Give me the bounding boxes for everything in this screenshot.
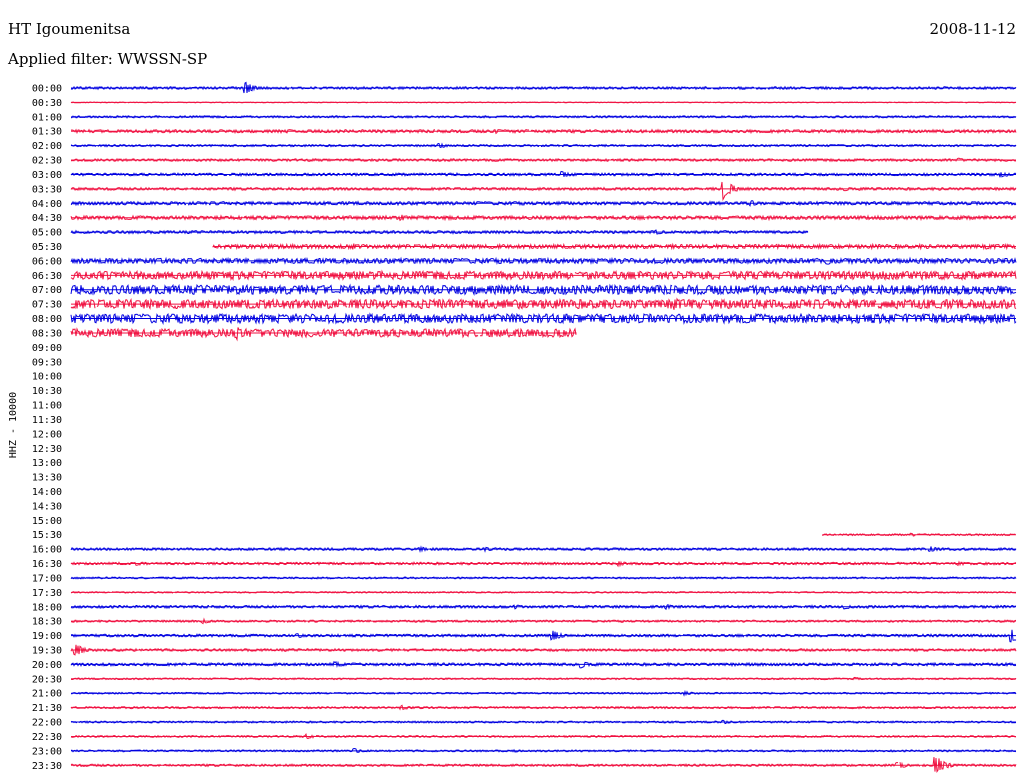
- time-tick-label: 22:00: [32, 718, 62, 729]
- time-tick-label: 07:00: [32, 285, 62, 296]
- time-tick-label: 14:00: [32, 487, 62, 498]
- trace-line: [71, 747, 1017, 753]
- time-tick-label: 20:30: [32, 674, 62, 685]
- time-tick-label: 15:30: [32, 530, 62, 541]
- time-tick-label: 15:00: [32, 516, 62, 527]
- time-tick-label: 09:30: [32, 357, 62, 368]
- time-tick-label: 11:00: [32, 401, 62, 412]
- recording-date: 2008-11-12: [929, 20, 1016, 38]
- time-tick-label: 00:00: [32, 84, 62, 95]
- y-axis-label-group: HHZ - 10000: [8, 392, 19, 458]
- time-tick-label: 08:30: [32, 328, 62, 339]
- filter-label: Applied filter: WWSSN-SP: [8, 50, 208, 68]
- time-tick-label: 13:30: [32, 473, 62, 484]
- time-tick-label: 17:30: [32, 588, 62, 599]
- time-tick-label: 06:00: [32, 256, 62, 267]
- time-tick-label: 22:30: [32, 732, 62, 743]
- trace-line: [70, 229, 809, 235]
- time-tick-label: 02:30: [32, 156, 62, 167]
- time-tick-label: 03:00: [32, 170, 62, 181]
- time-tick-label: 01:00: [32, 112, 62, 123]
- trace-line: [212, 242, 1017, 251]
- trace-line: [71, 629, 1017, 643]
- time-tick-label: 04:30: [32, 213, 62, 224]
- time-tick-label: 04:00: [32, 199, 62, 210]
- time-tick-label: 21:00: [32, 689, 62, 700]
- time-tick-label: 16:00: [32, 545, 62, 556]
- time-tick-label: 23:00: [32, 746, 62, 757]
- time-tick-label: 18:30: [32, 617, 62, 628]
- trace-line: [70, 603, 1017, 611]
- time-tick-label: 00:30: [32, 98, 62, 109]
- trace-line: [70, 214, 1017, 222]
- time-tick-label: 03:30: [32, 184, 62, 195]
- trace-line: [70, 297, 1017, 311]
- time-tick-label: 17:00: [32, 573, 62, 584]
- trace-line: [70, 732, 1017, 740]
- time-tick-label: 18:00: [32, 602, 62, 613]
- trace-line: [70, 200, 1017, 207]
- time-tick-label: 20:00: [32, 660, 62, 671]
- time-tick-label: 12:30: [32, 444, 62, 455]
- time-tick-label: 12:00: [32, 429, 62, 440]
- y-axis-label: HHZ - 10000: [8, 392, 19, 458]
- time-tick-label: 10:00: [32, 372, 62, 383]
- trace-line: [70, 312, 1017, 326]
- time-tick-label: 01:30: [32, 127, 62, 138]
- time-tick-label: 14:30: [32, 501, 62, 512]
- time-tick-label: 11:30: [32, 415, 62, 426]
- trace-line: [70, 617, 1017, 625]
- time-tick-label: 23:30: [32, 761, 62, 772]
- time-tick-label: 19:30: [32, 645, 62, 656]
- time-tick-label: 08:00: [32, 314, 62, 325]
- time-tick-label: 16:30: [32, 559, 62, 570]
- time-tick-label: 13:00: [32, 458, 62, 469]
- time-tick-labels: 00:00 00:30 01:00 01:30 02:00 02:30 03:00 03:30…: [32, 84, 62, 772]
- trace-line: [70, 757, 1017, 774]
- trace-line: [70, 181, 1017, 202]
- time-tick-label: 21:30: [32, 703, 62, 714]
- time-tick-label: 06:30: [32, 271, 62, 282]
- time-tick-label: 05:00: [32, 228, 62, 239]
- time-tick-label: 05:30: [32, 242, 62, 253]
- time-tick-label: 02:00: [32, 141, 62, 152]
- seismic-traces: [70, 81, 1017, 774]
- time-tick-label: 07:30: [32, 300, 62, 311]
- time-tick-label: 19:00: [32, 631, 62, 642]
- time-tick-label: 09:00: [32, 343, 62, 354]
- station-title: HT Igoumenitsa: [8, 20, 131, 38]
- trace-line: [70, 269, 1017, 282]
- time-tick-label: 10:30: [32, 386, 62, 397]
